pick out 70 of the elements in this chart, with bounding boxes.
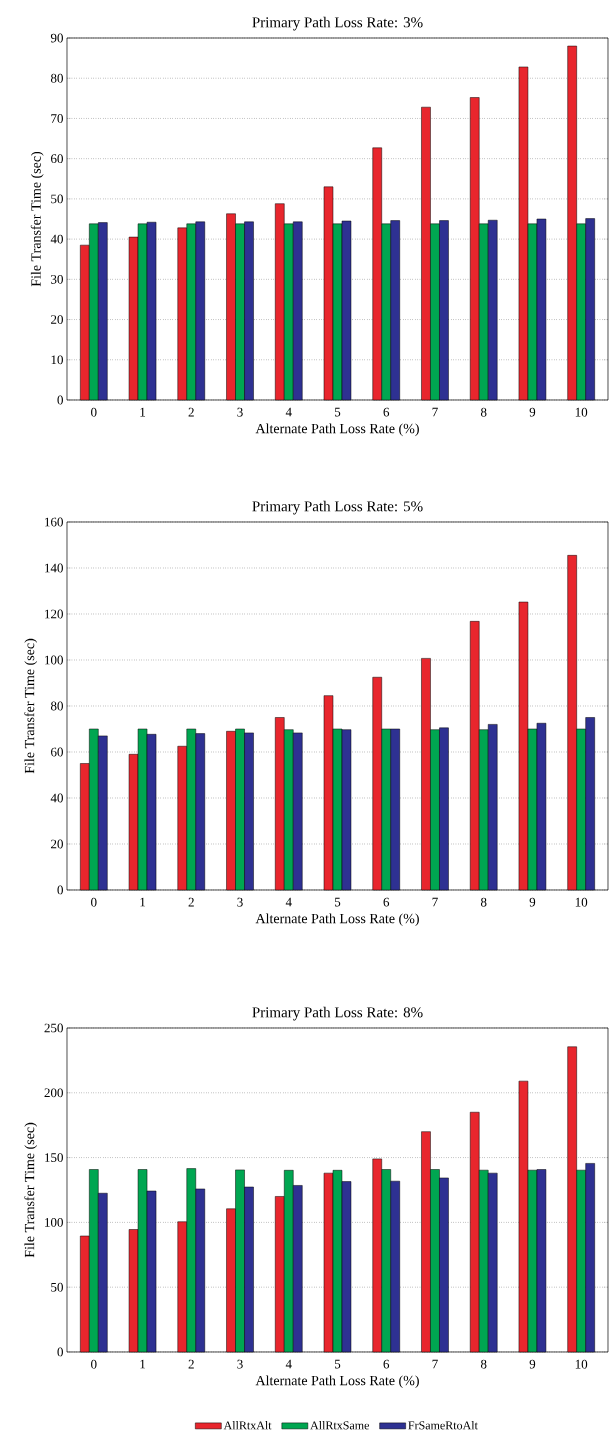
chart-title: Primary Path Loss Rate: 3% bbox=[252, 16, 423, 31]
x-tick-label: 8 bbox=[480, 1359, 487, 1369]
y-axis-title: File Transfer Time (sec) bbox=[24, 638, 38, 774]
x-tick-label: 1 bbox=[140, 407, 146, 417]
x-axis-title: Alternate Path Loss Rate (%) bbox=[255, 423, 419, 437]
y-tick-label: 100 bbox=[45, 1218, 63, 1227]
x-tick-label: 6 bbox=[383, 1359, 390, 1369]
x-tick-label: 3 bbox=[237, 897, 243, 907]
y-axis-title: File Transfer Time (sec) bbox=[24, 1122, 38, 1258]
x-tick-label: 10 bbox=[575, 407, 588, 417]
chart-title: Primary Path Loss Rate: 5% bbox=[252, 500, 423, 515]
x-tick-label: 4 bbox=[285, 1359, 292, 1369]
y-tick-label: 200 bbox=[44, 1088, 63, 1098]
x-axis-title: Alternate Path Loss Rate (%) bbox=[255, 913, 419, 927]
x-tick-label: 1 bbox=[140, 897, 146, 907]
y-tick-label: 60 bbox=[51, 747, 63, 757]
x-tick-label: 10 bbox=[575, 1359, 588, 1369]
y-tick-label: 140 bbox=[45, 563, 63, 573]
x-tick-label: 7 bbox=[432, 1359, 438, 1369]
x-tick-label: 1 bbox=[140, 1359, 146, 1369]
x-tick-label: 9 bbox=[529, 897, 536, 907]
x-tick-label: 6 bbox=[383, 897, 390, 907]
x-tick-label: 2 bbox=[188, 897, 194, 907]
y-tick-label: 90 bbox=[50, 33, 63, 43]
x-tick-label: 0 bbox=[91, 1359, 97, 1369]
y-tick-label: 40 bbox=[50, 793, 63, 803]
y-tick-label: 120 bbox=[45, 609, 63, 619]
x-tick-label: 2 bbox=[188, 1359, 194, 1369]
y-tick-label: 20 bbox=[51, 315, 63, 324]
y-tick-label: 100 bbox=[45, 655, 63, 665]
x-tick-label: 9 bbox=[529, 1359, 536, 1369]
x-tick-label: 7 bbox=[432, 407, 438, 417]
y-tick-label: 250 bbox=[44, 1023, 63, 1033]
x-tick-label: 5 bbox=[335, 407, 341, 417]
x-tick-label: 8 bbox=[480, 897, 487, 907]
y-tick-label: 50 bbox=[51, 1282, 63, 1292]
x-tick-label: 7 bbox=[432, 897, 438, 907]
x-tick-label: 8 bbox=[480, 407, 487, 417]
y-tick-label: 0 bbox=[57, 885, 63, 895]
y-tick-label: 0 bbox=[57, 1347, 63, 1357]
x-tick-label: 9 bbox=[529, 407, 536, 417]
x-tick-label: 0 bbox=[91, 407, 97, 417]
x-tick-label: 4 bbox=[285, 407, 292, 417]
y-tick-label: 50 bbox=[51, 194, 63, 204]
legend-label: AllRtxSame bbox=[310, 1420, 369, 1430]
y-tick-label: 150 bbox=[45, 1153, 63, 1162]
y-tick-label: 40 bbox=[50, 234, 63, 244]
y-tick-label: 70 bbox=[51, 114, 63, 123]
x-tick-label: 4 bbox=[285, 897, 292, 907]
y-tick-label: 30 bbox=[51, 274, 63, 284]
y-tick-label: 60 bbox=[51, 154, 63, 164]
x-tick-label: 3 bbox=[237, 1359, 243, 1369]
y-tick-label: 10 bbox=[51, 355, 63, 365]
x-axis-title: Alternate Path Loss Rate (%) bbox=[255, 1375, 419, 1389]
x-tick-label: 6 bbox=[383, 407, 390, 417]
x-tick-label: 2 bbox=[188, 407, 194, 417]
y-tick-label: 80 bbox=[50, 701, 63, 711]
y-tick-label: 20 bbox=[51, 839, 63, 849]
legend-label: AllRtxAlt bbox=[223, 1420, 272, 1430]
x-tick-label: 3 bbox=[237, 407, 243, 417]
x-tick-label: 10 bbox=[575, 897, 588, 907]
y-tick-label: 80 bbox=[50, 73, 63, 83]
legend-label: FrSameRtoAlt bbox=[408, 1420, 478, 1430]
y-tick-label: 0 bbox=[57, 395, 63, 405]
y-tick-label: 160 bbox=[45, 517, 63, 527]
x-tick-label: 0 bbox=[91, 897, 97, 907]
chart-title: Primary Path Loss Rate: 8% bbox=[252, 1006, 423, 1021]
y-axis-title: File Transfer Time (sec) bbox=[30, 151, 44, 287]
x-tick-label: 5 bbox=[335, 897, 341, 907]
x-tick-label: 5 bbox=[335, 1359, 341, 1369]
